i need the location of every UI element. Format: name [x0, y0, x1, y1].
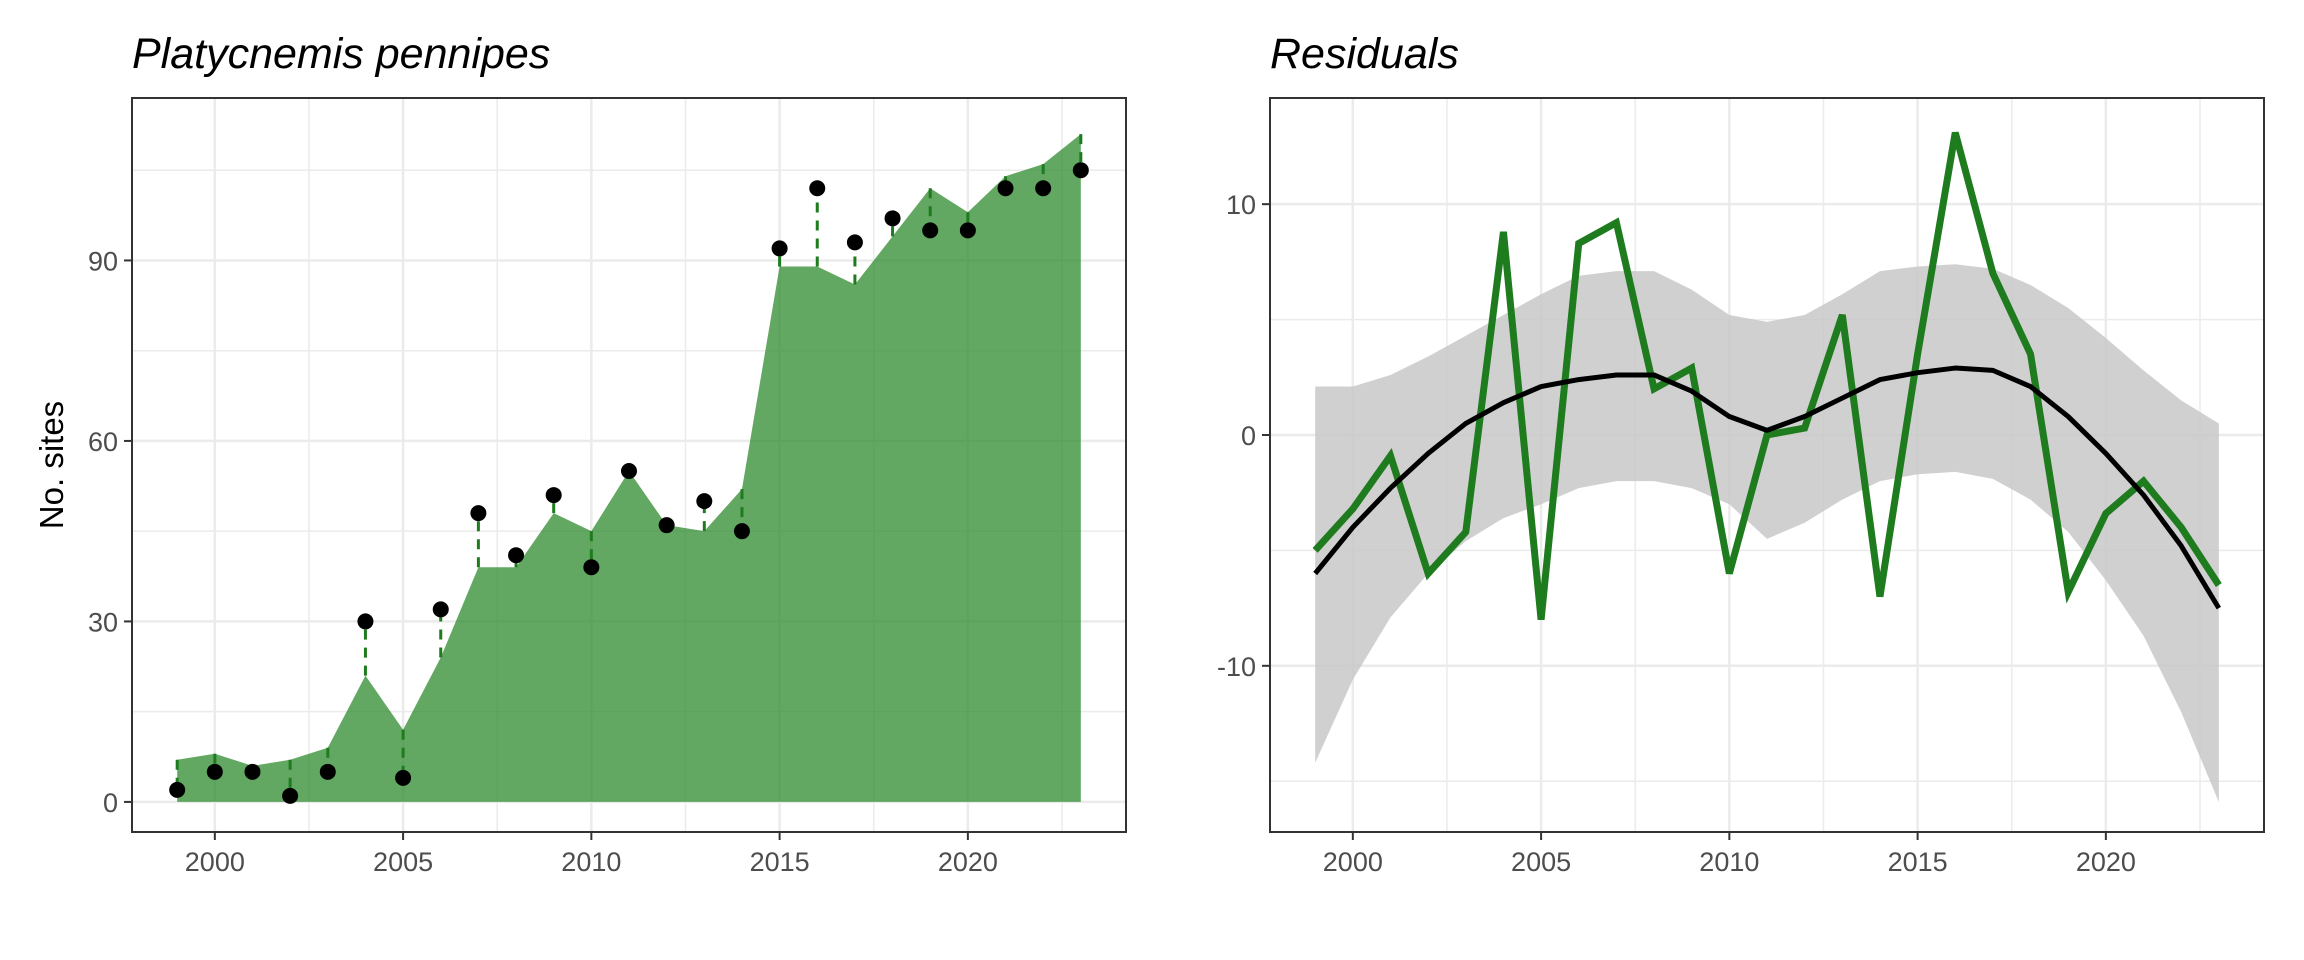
left-ticks: 2000 2005 2010 2015 2020 0 30 60 90 [88, 246, 998, 877]
right-tick-label-x: 2000 [1323, 847, 1383, 877]
left-tick-label-y: 30 [88, 607, 118, 637]
observed-point [959, 222, 976, 239]
observed-point [809, 180, 826, 197]
right-tick-label-y: 10 [1226, 190, 1256, 220]
observed-point [545, 487, 562, 504]
right-title: Residuals [1270, 30, 1459, 78]
observed-point [282, 787, 299, 804]
panel-left: Platycnemis pennipes 2000 2005 2010 2015 202… [33, 30, 1127, 877]
observed-point [319, 763, 336, 780]
observed-point [470, 505, 487, 522]
left-tick-label-x: 2020 [938, 847, 998, 877]
left-tick-label-x: 2015 [750, 847, 810, 877]
left-tick-label-x: 2000 [185, 847, 245, 877]
right-ticks: 2000 2005 2010 2015 2020 -10 0 10 [1217, 190, 2136, 877]
left-marks [169, 134, 1089, 804]
left-tick-label-y: 0 [103, 788, 118, 818]
observed-point [658, 517, 675, 534]
fitted-area [177, 134, 1081, 802]
observed-point [696, 493, 713, 510]
right-tick-label-y: 0 [1241, 421, 1256, 451]
right-tick-label-y: -10 [1217, 652, 1256, 682]
observed-point [169, 781, 186, 798]
observed-point [621, 463, 637, 480]
left-title: Platycnemis pennipes [132, 30, 550, 78]
observed-point [432, 601, 449, 618]
right-tick-label-x: 2015 [1888, 847, 1948, 877]
smooth-line [1313, 365, 2221, 610]
observed-point [583, 559, 600, 576]
observed-point [508, 547, 525, 564]
observed-point [884, 210, 901, 227]
observed-point [1035, 180, 1052, 197]
observed-point [244, 763, 261, 780]
observed-point [395, 769, 412, 786]
observed-point [733, 523, 750, 540]
confidence-ribbon [1315, 264, 2219, 802]
right-marks [1312, 131, 2222, 802]
left-tick-label-y: 60 [88, 427, 118, 457]
right-tick-label-x: 2010 [1699, 847, 1759, 877]
left-panel-border [131, 97, 1127, 833]
left-tick-label-y: 90 [88, 246, 118, 276]
observed-point [771, 240, 788, 257]
observed-point [922, 222, 939, 239]
left-tick-label-x: 2005 [373, 847, 433, 877]
right-tick-label-x: 2020 [2076, 847, 2136, 877]
observed-point [846, 234, 863, 251]
right-tick-label-x: 2005 [1511, 847, 1571, 877]
right-panel-border [1269, 97, 2265, 833]
left-tick-label-x: 2010 [561, 847, 621, 877]
left-ylabel: No. sites [33, 401, 70, 529]
residual-line [1312, 131, 2222, 620]
panel-right: Residuals 2000 2005 2010 2015 2020 -10 0 10 [1217, 30, 2265, 877]
observed-point [1072, 162, 1089, 179]
observed-point [206, 763, 223, 780]
observed-point [997, 180, 1014, 197]
observed-point [357, 613, 374, 630]
